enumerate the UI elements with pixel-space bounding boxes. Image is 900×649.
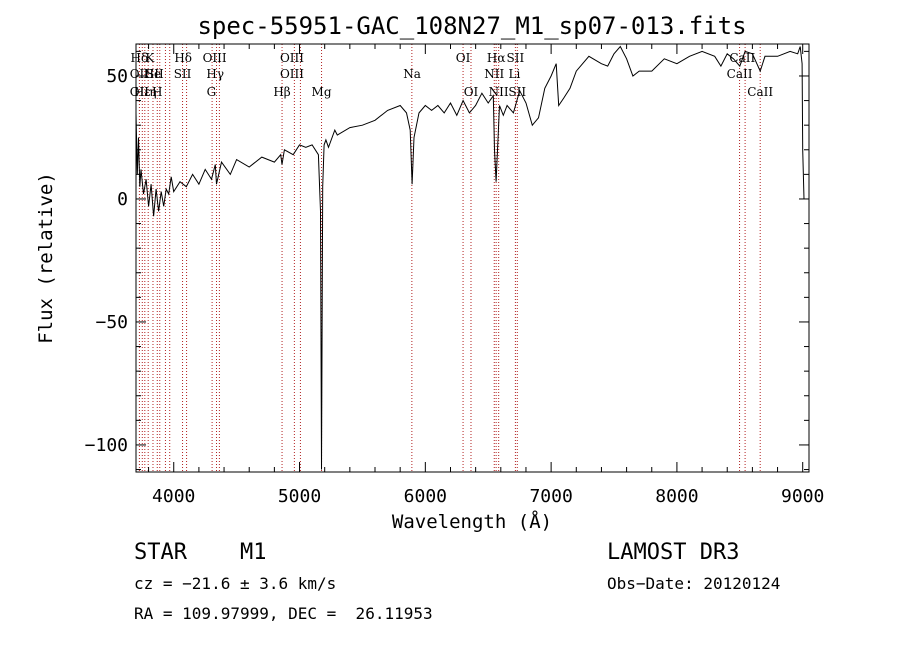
spectral-line-label: SII [174, 67, 192, 81]
cz-readout: cz = −21.6 ± 3.6 km/s [134, 574, 337, 593]
x-tick-label: 5000 [278, 486, 321, 507]
spectral-line-markers [138, 44, 761, 472]
spectral-line-label: NII [484, 67, 504, 81]
spectral-line-label: OII [130, 67, 150, 81]
spectral-line-label: SII [508, 85, 526, 99]
spectral-line-label: OIII [280, 51, 304, 65]
x-tick-label: 4000 [152, 486, 195, 507]
spectral-line-label: η [149, 85, 156, 99]
spectral-line-label: Na [403, 67, 421, 81]
spectral-line-label: He [144, 67, 162, 81]
spectrum-chart: spec-55951-GAC_108N27_M1_sp07-013.fits H… [35, 12, 824, 533]
spectral-line-label: Hβ [273, 85, 290, 99]
y-tick-label: 0 [117, 189, 128, 210]
coordinates: RA = 109.97999, DEC = 26.11953 [134, 604, 433, 623]
spectral-line-label: Hε [134, 85, 151, 99]
spectral-line-labels: HδOIIOIIHεKHeηSIIHHδSIIOIIIHγGOIIIOIIIHβ… [130, 51, 774, 99]
object-subclass: M1 [240, 540, 267, 565]
spectrum-line [135, 45, 805, 470]
spectral-line-label: K [145, 51, 155, 65]
y-tick-label: −50 [95, 312, 128, 333]
spectral-line-label: H [152, 85, 162, 99]
spectral-line-label: Li [508, 67, 520, 81]
spectral-line-label: Hγ [206, 67, 224, 81]
plot-frame [135, 43, 810, 473]
spectral-line-label: Hα [487, 51, 506, 65]
x-tick-label: 9000 [781, 486, 824, 507]
y-axis-label: Flux (relative) [35, 172, 57, 344]
spectral-line-label: OI [456, 51, 471, 65]
spectral-line-label: Hδ [174, 51, 192, 65]
survey-name: LAMOST DR3 [607, 540, 740, 565]
spectral-line-label: NII [489, 85, 509, 99]
x-axis-label: Wavelength (Å) [392, 510, 552, 533]
spectral-line-label: Hδ [131, 51, 149, 65]
obs-date: Obs−Date: 20120124 [607, 574, 781, 593]
chart-title: spec-55951-GAC_108N27_M1_sp07-013.fits [197, 12, 746, 40]
spectral-line-label: Mg [312, 85, 332, 99]
x-tick-label: 8000 [655, 486, 698, 507]
spectral-line-label: CaII [747, 85, 773, 99]
spectral-line-label: OIII [203, 51, 227, 65]
axis-ticks: 4000 5000 6000 7000 8000 9000 −100 −50 0 50 [85, 44, 824, 507]
spectral-line-label: OI [464, 85, 479, 99]
y-tick-label: 50 [106, 66, 128, 87]
spectral-line-label: SII [146, 67, 164, 81]
spectral-line-label: CaII [727, 67, 753, 81]
x-tick-label: 6000 [404, 486, 447, 507]
spectral-line-label: SII [507, 51, 525, 65]
y-tick-label: −100 [85, 435, 128, 456]
object-type: STAR [134, 540, 187, 565]
spectral-line-label: OIII [280, 67, 304, 81]
x-tick-label: 7000 [529, 486, 572, 507]
spectral-line-label: OII [130, 85, 150, 99]
spectral-line-label: G [207, 85, 217, 99]
